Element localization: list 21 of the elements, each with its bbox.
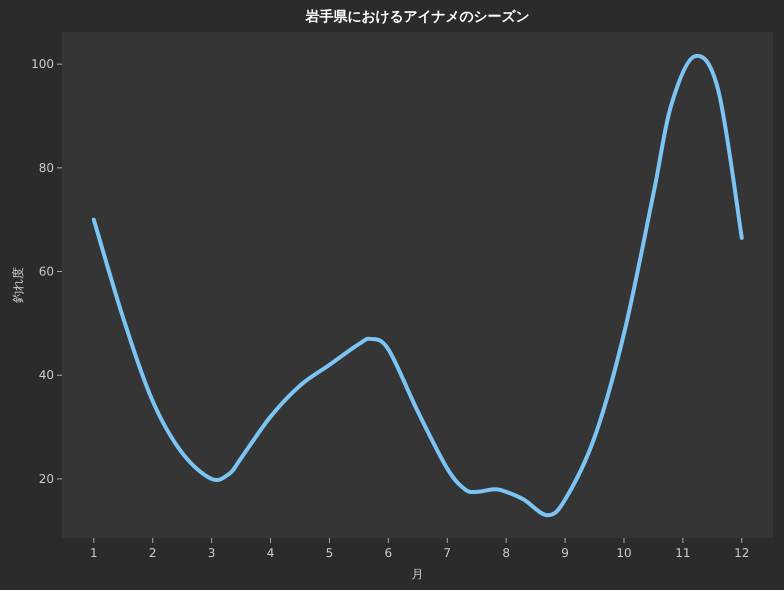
x-tick-label: 6 (384, 546, 392, 560)
y-tick-label: 60 (38, 264, 54, 279)
x-tick-label: 8 (502, 546, 510, 560)
y-tick-label: 40 (38, 368, 54, 382)
x-axis-title: 月 (412, 567, 424, 581)
chart-title: 岩手県におけるアイナメのシーズン (304, 8, 530, 25)
y-axis-title: 釣れ度 (11, 267, 25, 303)
x-tick-label: 9 (561, 546, 569, 560)
x-tick-label: 10 (616, 546, 632, 560)
x-tick-label: 4 (266, 546, 274, 560)
line-series (92, 54, 744, 518)
y-tick-label: 20 (38, 472, 54, 486)
y-tick-label: 80 (38, 160, 54, 175)
x-tick-label: 11 (675, 546, 691, 560)
x-tick-label: 5 (326, 546, 334, 560)
x-tick-label: 7 (443, 546, 452, 560)
x-tick-label: 3 (208, 546, 216, 560)
x-tick-label: 2 (148, 546, 157, 560)
x-tick-label: 1 (90, 546, 98, 560)
x-tick-label: 12 (734, 546, 750, 560)
y-tick-label: 100 (31, 57, 54, 72)
